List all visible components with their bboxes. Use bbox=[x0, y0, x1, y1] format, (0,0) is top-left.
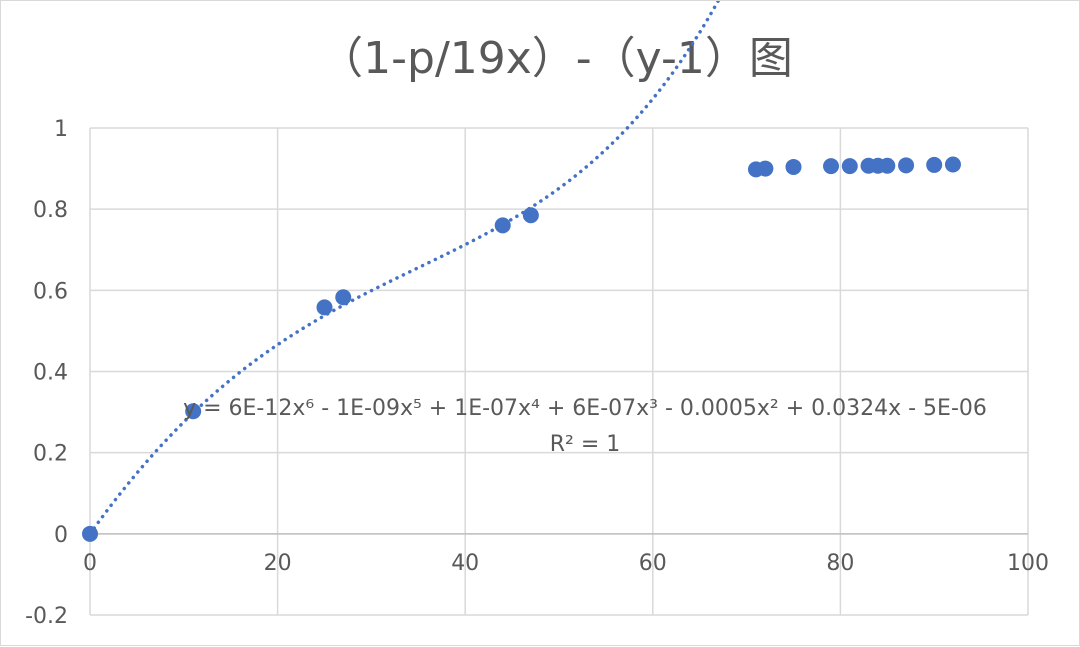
gridlines bbox=[89, 127, 1029, 616]
trendline-r-squared: R² = 1 bbox=[550, 432, 621, 457]
trendline bbox=[88, 1, 721, 536]
y-tick-label: 0.6 bbox=[33, 279, 68, 304]
chart-title: （1-p/19x）-（y-1）图 bbox=[319, 33, 793, 84]
data-point bbox=[898, 157, 915, 174]
data-point bbox=[494, 217, 511, 234]
y-tick-label: 0.2 bbox=[33, 442, 68, 467]
x-tick-label: 80 bbox=[826, 551, 854, 576]
x-tick-label: 40 bbox=[451, 551, 479, 576]
trendline-path bbox=[88, 1, 721, 536]
data-point bbox=[823, 158, 840, 175]
y-tick-label: 0.4 bbox=[33, 361, 68, 386]
data-point bbox=[926, 156, 943, 173]
data-point bbox=[785, 158, 802, 175]
data-point bbox=[757, 160, 774, 177]
y-tick-label: 0 bbox=[54, 523, 68, 548]
axes: -0.2 0 0.2 0.4 0.6 0.8 1 0 20 40 60 80 100 bbox=[25, 117, 1049, 629]
data-point bbox=[316, 299, 333, 316]
x-tick-label: 100 bbox=[1007, 551, 1049, 576]
y-tick-label: -0.2 bbox=[25, 604, 68, 629]
data-point bbox=[944, 156, 961, 173]
data-point bbox=[841, 158, 858, 175]
x-tick-label: 60 bbox=[639, 551, 667, 576]
data-point bbox=[879, 157, 896, 174]
data-points bbox=[82, 156, 961, 542]
data-point bbox=[185, 403, 202, 420]
trendline-labels: y = 6E-12x⁶ - 1E-09x⁵ + 1E-07x⁴ + 6E-07x… bbox=[183, 396, 987, 457]
x-tick-label: 20 bbox=[264, 551, 292, 576]
y-tick-label: 1 bbox=[54, 117, 68, 142]
x-tick-label: 0 bbox=[83, 551, 97, 576]
data-point bbox=[335, 289, 352, 306]
data-point bbox=[82, 525, 98, 542]
trendline-equation: y = 6E-12x⁶ - 1E-09x⁵ + 1E-07x⁴ + 6E-07x… bbox=[183, 396, 987, 421]
y-tick-label: 0.8 bbox=[33, 198, 68, 223]
data-point bbox=[522, 207, 539, 224]
